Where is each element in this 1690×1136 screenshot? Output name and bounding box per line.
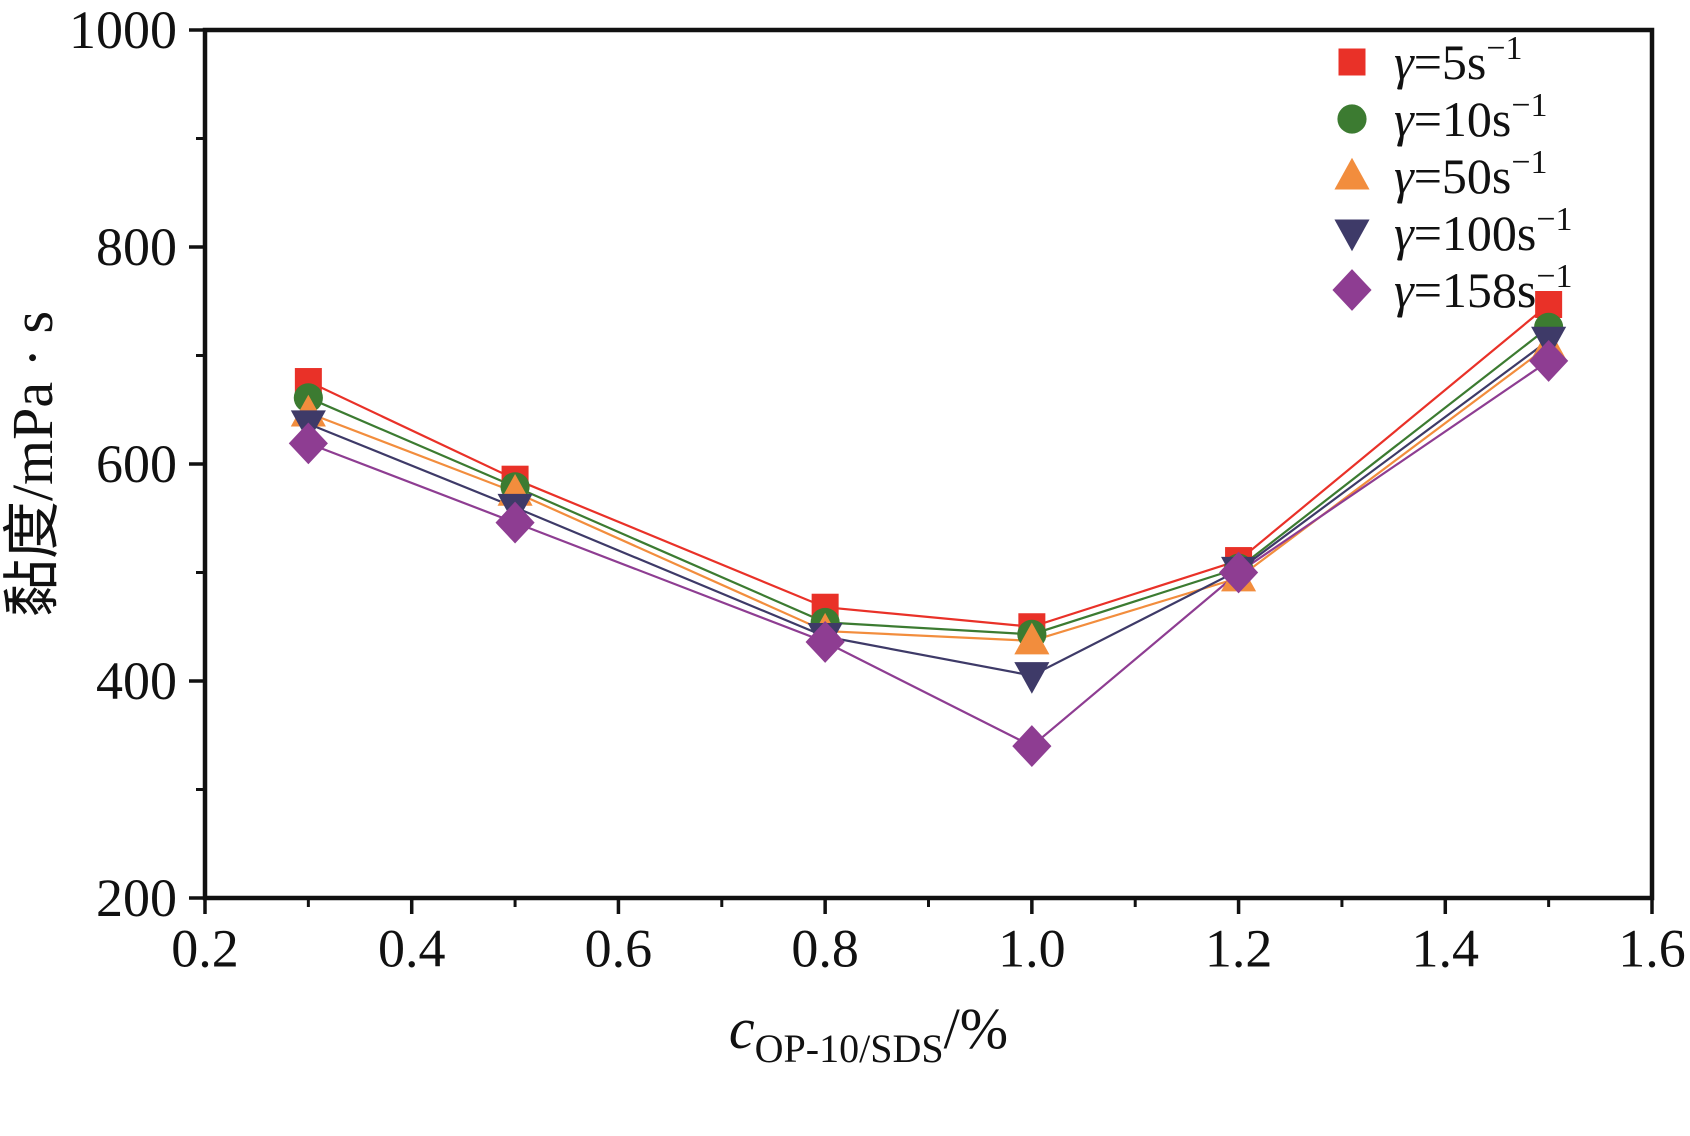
data-point bbox=[805, 621, 845, 663]
data-point bbox=[1529, 340, 1569, 382]
y-tick-label: 800 bbox=[96, 217, 177, 277]
data-point bbox=[1014, 622, 1050, 655]
triangle-up-legend-marker bbox=[1334, 157, 1370, 190]
x-axis-label: cOP-10/SDS/% bbox=[729, 996, 1008, 1071]
triangle-down-legend-marker bbox=[1334, 219, 1370, 252]
data-point bbox=[1012, 725, 1052, 768]
series-lines bbox=[307, 303, 1550, 748]
x-tick-label: 0.8 bbox=[791, 918, 859, 978]
x-tick-label: 0.2 bbox=[171, 918, 239, 978]
y-tick-label: 200 bbox=[96, 868, 177, 928]
legend-label: γ=10s−1 bbox=[1394, 87, 1548, 147]
x-tick-label: 0.6 bbox=[585, 918, 653, 978]
y-tick-label: 1000 bbox=[69, 0, 177, 60]
legend-label: γ=158s−1 bbox=[1394, 258, 1573, 318]
legend: γ=5s−1γ=10s−1γ=50s−1γ=100s−1γ=158s−1 bbox=[1332, 30, 1573, 318]
series-line-1 bbox=[307, 326, 1550, 636]
data-point bbox=[1014, 662, 1050, 694]
square-legend-marker bbox=[1338, 48, 1366, 76]
series-line-0 bbox=[307, 303, 1550, 628]
data-point bbox=[288, 422, 328, 465]
diamond-legend-marker bbox=[1332, 269, 1372, 311]
x-tick-label: 1.2 bbox=[1205, 918, 1273, 978]
circle-legend-marker bbox=[1337, 104, 1367, 134]
y-tick-label: 400 bbox=[96, 651, 177, 711]
series-line-4 bbox=[307, 360, 1550, 748]
x-tick-label: 0.4 bbox=[378, 918, 446, 978]
series-markers bbox=[288, 291, 1569, 768]
x-tick-label: 1.6 bbox=[1618, 918, 1686, 978]
y-axis-label: 黏度/mPa · s bbox=[0, 311, 65, 617]
x-tick-label: 1.4 bbox=[1412, 918, 1480, 978]
legend-label: γ=5s−1 bbox=[1394, 30, 1523, 90]
legend-label: γ=50s−1 bbox=[1394, 144, 1548, 204]
y-tick-label: 600 bbox=[96, 434, 177, 494]
data-point bbox=[495, 501, 535, 544]
series-line-3 bbox=[307, 339, 1550, 677]
legend-label: γ=100s−1 bbox=[1394, 201, 1573, 261]
data-point bbox=[1218, 551, 1259, 594]
series-line-2 bbox=[307, 344, 1550, 642]
x-tick-label: 1.0 bbox=[998, 918, 1066, 978]
